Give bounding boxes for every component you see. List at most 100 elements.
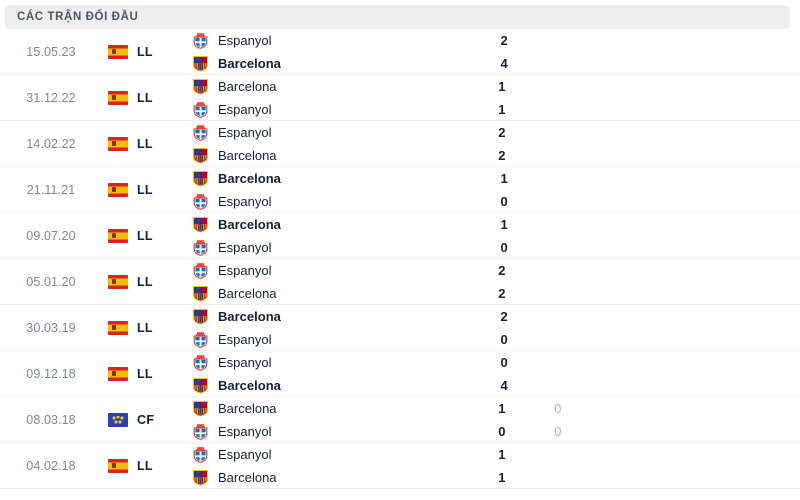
score-line: 1 <box>498 446 598 463</box>
teams-cell: Barcelona Espanyol <box>188 216 480 256</box>
score-main: 1 <box>500 216 508 232</box>
match-list: 15.05.23 LL Espanyol Barcelona 2 4 31.12.22 LL B… <box>0 29 800 489</box>
match-row[interactable]: 05.01.20 LL Espanyol Barcelona 2 2 <box>0 259 800 305</box>
match-row[interactable]: 15.05.23 LL Espanyol Barcelona 2 4 <box>0 29 800 75</box>
match-date: 05.01.20 <box>26 274 76 289</box>
match-row[interactable]: 21.11.21 LL Barcelona Espanyol 1 0 <box>0 167 800 213</box>
panel-header: CÁC TRẬN ĐỐI ĐẦU <box>5 5 790 29</box>
team-line: Espanyol <box>192 239 480 256</box>
flag-eu-icon <box>108 412 128 427</box>
barcelona-crest-icon <box>192 377 209 394</box>
teams-cell: Espanyol Barcelona <box>188 124 478 164</box>
barcelona-crest-icon <box>192 55 209 72</box>
team-name: Espanyol <box>218 262 272 278</box>
score-line: 0 <box>500 331 600 348</box>
match-row[interactable]: 09.12.18 LL Espanyol Barcelona 0 4 <box>0 351 800 397</box>
score-main: 0 <box>500 193 508 209</box>
flag-spain-icon <box>108 44 128 59</box>
score-main: 0 <box>498 423 506 439</box>
team-line: Barcelona <box>192 308 480 325</box>
score-line: 4 <box>500 55 600 72</box>
score-line: 1 <box>500 170 600 187</box>
team-name: Barcelona <box>218 147 277 163</box>
espanyol-crest-icon <box>192 124 209 141</box>
match-date: 31.12.22 <box>26 90 76 105</box>
match-date: 09.07.20 <box>26 228 76 243</box>
barcelona-crest-icon <box>192 78 209 95</box>
espanyol-crest-icon <box>192 262 209 279</box>
competition-cell: LL <box>102 90 188 105</box>
teams-cell: Espanyol Barcelona <box>188 354 480 394</box>
team-line: Espanyol <box>192 101 478 118</box>
barcelona-crest-icon <box>192 400 209 417</box>
team-line: Barcelona <box>192 469 478 486</box>
espanyol-crest-icon <box>192 354 209 371</box>
score-line: 1 <box>498 101 598 118</box>
score-line: 4 <box>500 377 600 394</box>
score-line: 2 <box>498 124 598 141</box>
match-row[interactable]: 08.03.18 CF Barcelona Espanyol 1 0 0 0 <box>0 397 800 443</box>
team-name: Espanyol <box>218 32 272 48</box>
espanyol-crest-icon <box>192 423 209 440</box>
score-line: 2 <box>500 308 600 325</box>
match-row[interactable]: 31.12.22 LL Barcelona Espanyol 1 1 <box>0 75 800 121</box>
competition-cell: LL <box>102 274 188 289</box>
score-main: 1 <box>498 469 506 485</box>
score-main: 4 <box>500 377 508 393</box>
team-name: Espanyol <box>218 239 272 255</box>
match-date: 09.12.18 <box>26 366 76 381</box>
match-date: 30.03.19 <box>26 320 76 335</box>
competition-label: LL <box>137 44 153 59</box>
teams-cell: Barcelona Espanyol <box>188 78 478 118</box>
competition-cell: LL <box>102 458 188 473</box>
score-line: 2 <box>498 262 598 279</box>
team-name: Barcelona <box>218 285 277 301</box>
team-name: Barcelona <box>218 377 281 393</box>
score-line: 1 <box>500 216 600 233</box>
score-main: 2 <box>498 262 506 278</box>
team-name: Espanyol <box>218 354 272 370</box>
espanyol-crest-icon <box>192 239 209 256</box>
team-line: Barcelona <box>192 400 478 417</box>
competition-cell: LL <box>102 320 188 335</box>
competition-label: LL <box>137 228 153 243</box>
score-main: 1 <box>498 400 506 416</box>
score-line: 2 <box>498 147 598 164</box>
match-date: 14.02.22 <box>26 136 76 151</box>
match-row[interactable]: 04.02.18 LL Espanyol Barcelona 1 1 <box>0 443 800 489</box>
match-date: 08.03.18 <box>26 412 76 427</box>
competition-cell: LL <box>102 182 188 197</box>
team-line: Barcelona <box>192 170 480 187</box>
flag-spain-icon <box>108 366 128 381</box>
score-line: 2 <box>500 32 600 49</box>
head-to-head-panel: CÁC TRẬN ĐỐI ĐẦU 15.05.23 LL Espanyol Barce… <box>0 5 800 500</box>
competition-label: LL <box>137 366 153 381</box>
flag-spain-icon <box>108 136 128 151</box>
espanyol-crest-icon <box>192 32 209 49</box>
barcelona-crest-icon <box>192 216 209 233</box>
teams-cell: Espanyol Barcelona <box>188 446 478 486</box>
score-main: 1 <box>498 101 506 117</box>
team-line: Espanyol <box>192 354 480 371</box>
team-line: Espanyol <box>192 193 480 210</box>
team-line: Espanyol <box>192 32 480 49</box>
match-row[interactable]: 14.02.22 LL Espanyol Barcelona 2 2 <box>0 121 800 167</box>
match-row[interactable]: 09.07.20 LL Barcelona Espanyol 1 0 <box>0 213 800 259</box>
team-name: Espanyol <box>218 446 272 462</box>
score-line: 0 <box>500 354 600 371</box>
score-line: 1 <box>498 78 598 95</box>
score-main: 2 <box>500 32 508 48</box>
competition-cell: LL <box>102 366 188 381</box>
team-name: Barcelona <box>218 469 277 485</box>
score-main: 1 <box>498 446 506 462</box>
match-row[interactable]: 30.03.19 LL Barcelona Espanyol 2 0 <box>0 305 800 351</box>
flag-spain-icon <box>108 458 128 473</box>
team-name: Barcelona <box>218 400 277 416</box>
score-main: 4 <box>500 55 508 71</box>
